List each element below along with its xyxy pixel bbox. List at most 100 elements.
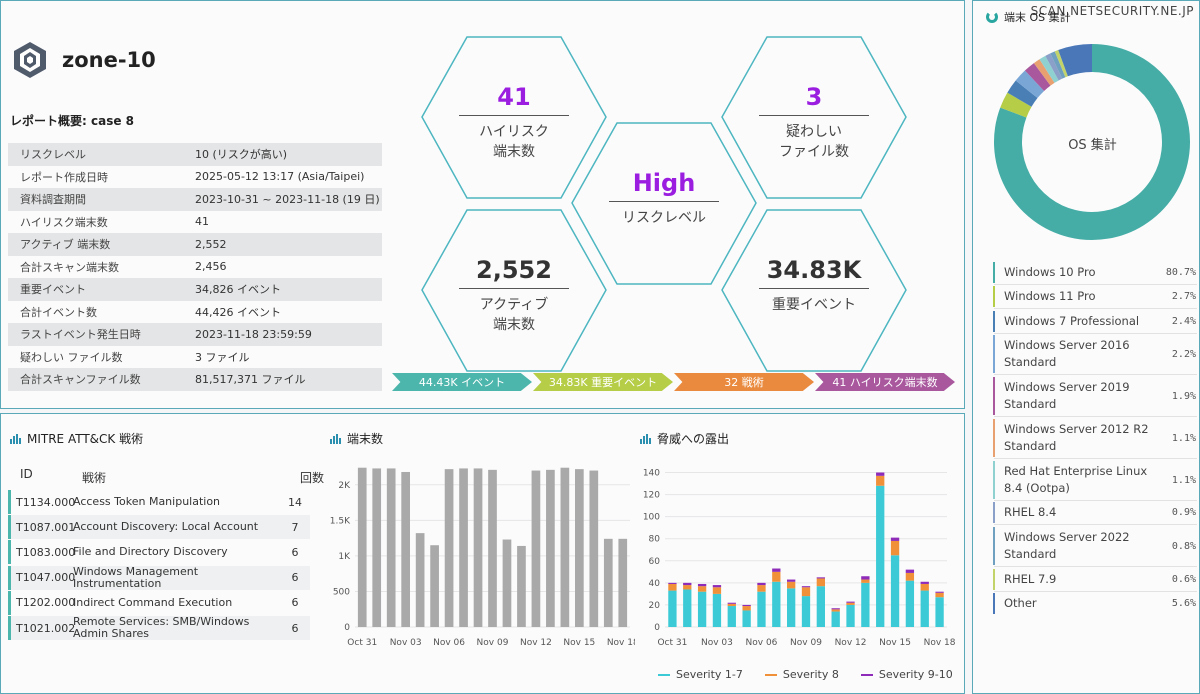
report-info-row: 合計スキャン端末数 2,456	[8, 256, 382, 279]
x-tick-label: Nov 09	[790, 638, 822, 648]
mitre-count: 6	[291, 621, 299, 635]
mitre-technique: Access Token Manipulation	[73, 495, 221, 508]
os-list-divider	[994, 524, 1197, 525]
report-info-key: ラストイベント発生日時	[20, 328, 141, 342]
x-tick-label: Nov 15	[563, 638, 595, 648]
threat-bar-segment	[712, 585, 722, 588]
threat-bar-segment	[876, 475, 885, 486]
os-donut-slice	[1039, 55, 1059, 83]
endpoint-bar	[488, 469, 497, 627]
os-percent: 2.7%	[1171, 291, 1196, 302]
os-list-divider	[994, 566, 1197, 567]
mitre-row[interactable]: T1202.000 Indirect Command Execution 6	[8, 590, 310, 615]
threat-bar-segment	[846, 601, 855, 603]
report-info-value: 2,456	[195, 260, 227, 274]
x-tick-label: Nov 18	[924, 638, 956, 648]
endpoint-bar	[430, 545, 439, 627]
endpoint-bar	[603, 538, 613, 627]
ribbon-important-events: 34.83K 重要イベント	[533, 373, 673, 391]
os-name: Other	[1004, 596, 1037, 610]
mitre-id: T1021.002	[16, 621, 76, 635]
os-name: RHEL 7.9	[1004, 572, 1057, 586]
threat-bar-segment	[801, 586, 811, 588]
threat-bar-segment	[801, 596, 811, 627]
os-list-item[interactable]: Windows Server 2012 R2 Standard 1.1%	[993, 419, 1198, 457]
report-info-value: 34,826 イベント	[195, 283, 281, 297]
report-info-key: ハイリスク端末数	[20, 215, 108, 229]
threat-bar-segment	[683, 589, 692, 627]
os-list-item[interactable]: Windows Server 2022 Standard 0.8%	[993, 527, 1198, 565]
mitre-row[interactable]: T1047.000 Windows Management Instrumentat…	[8, 564, 310, 590]
mitre-title: MITRE ATT&CK 戦術	[10, 430, 143, 447]
threat-bar-segment	[787, 581, 796, 589]
threat-bar-segment	[757, 591, 766, 627]
os-list-item[interactable]: RHEL 7.9 0.6%	[993, 569, 1198, 590]
threat-bar-segment	[890, 537, 900, 541]
mitre-row[interactable]: T1134.000 Access Token Manipulation 14	[8, 490, 310, 514]
report-info-value: 2,552	[195, 237, 227, 251]
mitre-title-text: MITRE ATT&CK 戦術	[27, 432, 144, 446]
x-tick-label: Oct 31	[657, 638, 687, 648]
hex-events: 34.83K 重要イベント	[720, 208, 908, 373]
threat-stacked-bar-chart: 0 20 40 60 80 100 120 140 Oct 31 Nov 03 Nov 06 Nov …	[643, 469, 956, 648]
legend-item-sev-9-10: Severity 9-10	[860, 668, 953, 681]
os-percent: 5.6%	[1171, 598, 1196, 609]
os-list-item[interactable]: Windows 11 Pro 2.7%	[993, 286, 1198, 307]
watermark: SCAN.NETSECURITY.NE.JP	[1030, 4, 1194, 18]
report-info-key: 疑わしい ファイル数	[20, 350, 123, 364]
report-info-key: レポート作成日時	[20, 170, 108, 184]
mitre-id: T1083.000	[16, 545, 76, 559]
os-list-item[interactable]: Other 5.6%	[993, 593, 1198, 614]
threat-bar-segment	[816, 586, 825, 627]
report-info-row: 合計スキャンファイル数 81,517,371 ファイル	[8, 368, 382, 391]
os-list-divider	[994, 591, 1197, 592]
mitre-id: T1087.001	[16, 520, 76, 534]
y-tick-label: 0	[344, 623, 350, 633]
threat-bar-segment	[801, 587, 811, 597]
threat-bar-segment	[920, 581, 929, 584]
os-list-item[interactable]: Windows 10 Pro 80.7%	[993, 262, 1198, 283]
threat-bar-segment	[816, 577, 825, 579]
os-donut-slice	[1007, 80, 1038, 107]
threat-bar-segment	[772, 581, 781, 627]
active-label-2: 端末数	[493, 317, 535, 333]
report-info-value: 10 (リスクが高い)	[195, 148, 288, 162]
endpoints-chart-title: 端末数	[330, 430, 383, 447]
mitre-technique: Windows Management Instrumentation	[73, 564, 199, 590]
os-donut-slice	[1045, 53, 1063, 81]
threat-bar-segment	[846, 602, 855, 605]
os-list-item[interactable]: Windows Server 2016 Standard 2.2%	[993, 335, 1198, 373]
os-list-item[interactable]: Windows Server 2019 Standard 1.9%	[993, 377, 1198, 415]
legend-item-sev-8: Severity 8	[764, 668, 839, 681]
x-tick-label: Nov 18	[607, 638, 635, 648]
threat-bar-segment	[727, 602, 736, 604]
mitre-technique: Account Discovery: Local Account	[73, 520, 259, 534]
threat-bar-segment	[890, 555, 900, 627]
events-label: 重要イベント	[772, 297, 856, 313]
os-percent: 80.7%	[1165, 267, 1196, 278]
report-info-row: リスクレベル 10 (リスクが高い)	[8, 143, 382, 166]
report-info-key: アクティブ 端末数	[20, 238, 111, 252]
threat-chart-title-text: 脅威への露出	[657, 432, 730, 446]
x-tick-label: Nov 09	[477, 638, 509, 648]
os-donut-slice	[1058, 44, 1093, 77]
threat-bar-segment	[787, 588, 796, 627]
report-info-value: 2025-05-12 13:17 (Asia/Taipei)	[195, 170, 365, 184]
y-tick-label: 1.5K	[330, 516, 351, 526]
mitre-count: 6	[291, 596, 299, 610]
os-list-item[interactable]: RHEL 8.4 0.9%	[993, 502, 1198, 523]
mitre-row[interactable]: T1021.002 Remote Services: SMB/Windows Ad…	[8, 616, 310, 640]
mitre-row[interactable]: T1083.000 File and Directory Discovery 6	[8, 540, 310, 565]
os-donut-slice	[1000, 92, 1032, 118]
os-percent: 1.1%	[1171, 432, 1196, 444]
os-list-item[interactable]: Red Hat Enterprise Linux 8.4 (Ootpa) 1.1%	[993, 461, 1198, 499]
os-name: Windows 7 Professional	[1004, 314, 1140, 328]
threat-bar-segment	[905, 569, 915, 573]
mitre-row[interactable]: T1087.001 Account Discovery: Local Accoun…	[8, 515, 310, 540]
endpoint-bar	[618, 538, 628, 627]
threat-bar-segment	[668, 590, 677, 627]
os-list-item[interactable]: Windows 7 Professional 2.4%	[993, 311, 1198, 332]
report-title: レポート概要: case 8	[10, 114, 134, 128]
endpoint-bar	[459, 468, 468, 627]
endpoint-bar	[386, 468, 396, 627]
